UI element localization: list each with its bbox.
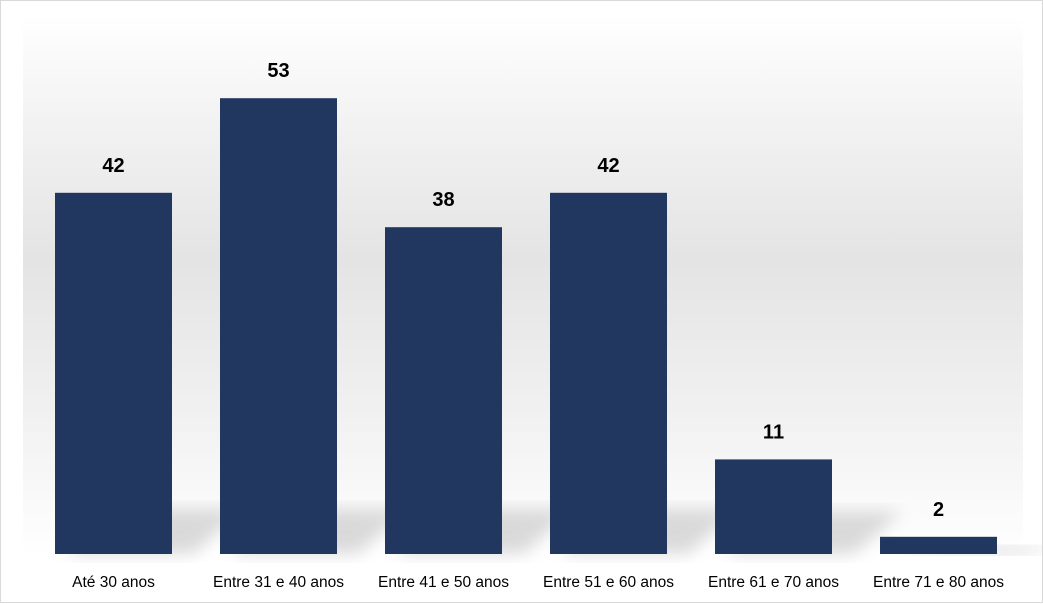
x-tick-label: Até 30 anos (72, 574, 155, 591)
x-tick-label: Entre 31 e 40 anos (213, 574, 344, 591)
x-tick-label: Entre 61 e 70 anos (708, 574, 839, 591)
value-labels-group: 42 53 38 42 11 2 (102, 60, 944, 521)
x-tick-label: Entre 71 e 80 anos (873, 574, 1004, 591)
bar (880, 536, 997, 554)
bar-value-label: 38 (432, 189, 454, 211)
bar-value-label: 2 (933, 499, 944, 521)
x-tick-labels-group: Até 30 anos Entre 31 e 40 anos Entre 41 e … (72, 574, 1004, 591)
bar (385, 227, 502, 554)
bar-value-label: 42 (597, 155, 619, 177)
bar (55, 192, 172, 555)
x-tick-label: Entre 41 e 50 anos (378, 574, 509, 591)
bar-value-label: 42 (102, 155, 124, 177)
x-tick-label: Entre 51 e 60 anos (543, 574, 674, 591)
bar (220, 98, 337, 554)
bar (715, 459, 832, 554)
bar-value-label: 11 (763, 421, 784, 443)
bar-value-label: 53 (267, 60, 289, 82)
bar (550, 192, 667, 555)
plot-background (23, 16, 1023, 556)
bars-group (55, 98, 997, 555)
